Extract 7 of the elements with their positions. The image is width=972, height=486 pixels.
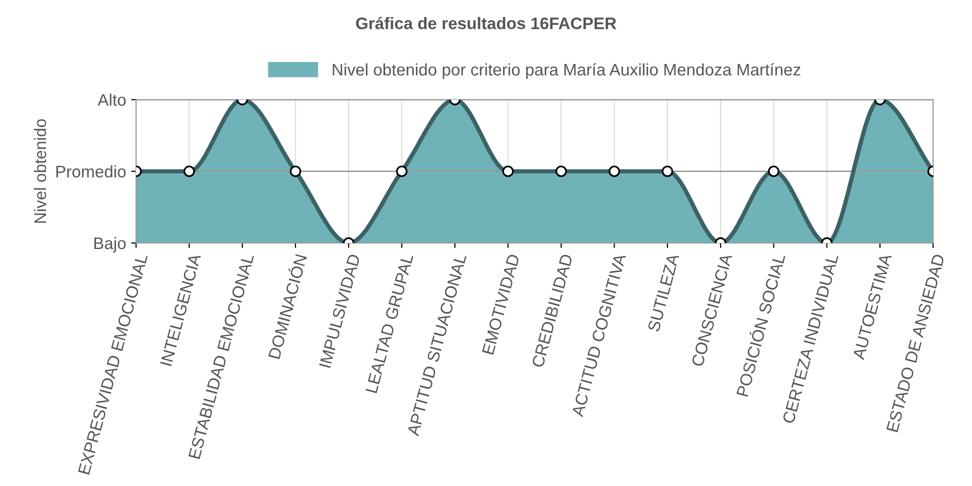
y-axis-title: Nivel obtenido	[34, 119, 46, 223]
ref-line-label: Bajo	[94, 236, 126, 252]
chart-title: Gráfica de resultados 16FACPER	[356, 16, 616, 30]
x-tick-label: LEALTAD GRUPAL	[365, 253, 414, 394]
text: Nivel obtenido por criterio para María Auxilio Mendoza Martínez	[332, 63, 800, 79]
ref-line-label: Promedio	[56, 165, 126, 178]
ref-line-label: Alto	[98, 94, 126, 106]
